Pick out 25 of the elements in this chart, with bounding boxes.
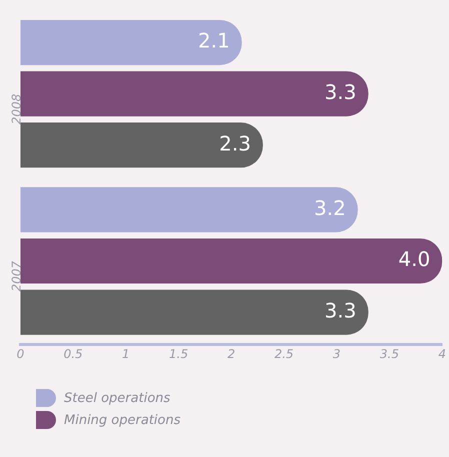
bar bbox=[20, 290, 368, 335]
data-label: 2.1 bbox=[198, 28, 230, 53]
x-tick-label: 2 bbox=[227, 346, 236, 361]
x-tick-label: 0.5 bbox=[64, 346, 83, 361]
bar bbox=[20, 187, 358, 232]
legend-label: Steel operations bbox=[64, 390, 170, 406]
x-tick-label: 1.5 bbox=[169, 346, 188, 361]
data-label: 3.3 bbox=[324, 80, 356, 104]
data-label: 2.3 bbox=[219, 131, 251, 156]
x-tick-label: 1 bbox=[122, 346, 130, 361]
data-label: 3.2 bbox=[314, 196, 346, 220]
data-label: 3.3 bbox=[324, 298, 356, 322]
bar bbox=[20, 238, 442, 284]
bar bbox=[20, 71, 368, 116]
bar bbox=[20, 122, 263, 168]
x-tick-label: 2.5 bbox=[274, 346, 294, 361]
y-tick-label: 2007 bbox=[10, 260, 24, 292]
x-tick-label: 3 bbox=[332, 346, 341, 361]
bar bbox=[20, 20, 242, 66]
x-tick-label: 3.5 bbox=[380, 346, 400, 361]
legend-label: Mining operations bbox=[64, 412, 180, 428]
data-label: 4.0 bbox=[398, 247, 430, 272]
y-tick-label: 2008 bbox=[10, 93, 24, 124]
x-tick-label: 0 bbox=[16, 346, 25, 361]
x-tick-label: 4 bbox=[438, 346, 446, 361]
